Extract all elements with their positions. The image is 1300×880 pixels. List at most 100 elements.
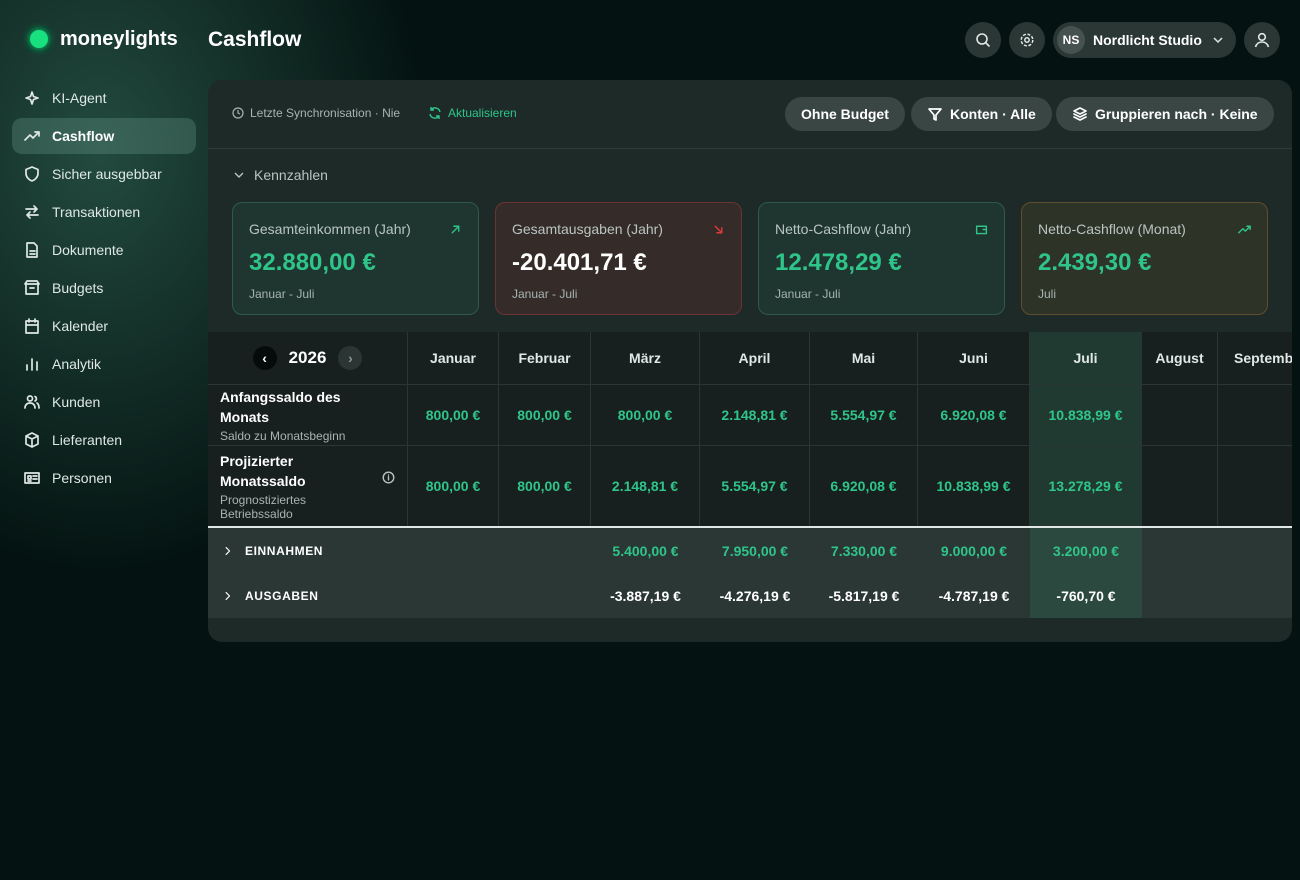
month-header: Januar <box>408 332 499 385</box>
table-cell: 800,00 € <box>408 385 499 446</box>
user-name: Nordlicht Studio <box>1093 32 1202 48</box>
row-title: Anfangssaldo des Monats <box>220 389 341 425</box>
nav-item[interactable]: Dokumente <box>12 232 196 268</box>
month-header: August <box>1142 332 1218 385</box>
button-label: Ohne Budget <box>801 106 889 122</box>
kpi-label: Netto-Cashflow (Monat) <box>1038 221 1186 237</box>
nav-item[interactable]: Sicher ausgebbar <box>12 156 196 192</box>
group-cell: -5.817,19 € <box>828 587 900 604</box>
group-cell: 7.950,00 € <box>721 542 789 559</box>
nav-item[interactable]: KI-Agent <box>12 80 196 116</box>
group-toggle[interactable]: AUSGABEN <box>222 573 318 618</box>
nav-item[interactable]: Transaktionen <box>12 194 196 230</box>
icon <box>24 131 40 141</box>
group-cell: 5.400,00 € <box>612 542 679 559</box>
nav-item[interactable]: Lieferanten <box>12 422 196 458</box>
month-header: April <box>700 332 810 385</box>
workspace-switcher[interactable]: NS Nordlicht Studio <box>1053 22 1236 58</box>
table-cell: 10.838,99 € <box>918 446 1030 527</box>
year: 2026 <box>288 348 327 367</box>
next-year[interactable]: › <box>338 346 363 370</box>
nav-item[interactable]: Kunden <box>12 384 196 420</box>
nav-item[interactable]: Analytik <box>12 346 196 382</box>
icon <box>714 225 723 234</box>
row-subtitle: Prognostiziertes Betriebssaldo <box>220 493 307 521</box>
groups-bg <box>208 527 1292 618</box>
kpi-value: 12.478,29 € <box>775 249 902 276</box>
kpi-card: Netto-Cashflow (Jahr) 12.478,29 € Januar -… <box>758 202 1005 315</box>
settings-button[interactable] <box>1009 22 1045 58</box>
toolbar-button[interactable]: Ohne Budget <box>785 97 905 131</box>
kpi-period: Januar - Juli <box>775 287 841 301</box>
table-cell: 6.920,08 € <box>918 385 1030 446</box>
nav-label: Lieferanten <box>52 432 123 448</box>
icon <box>451 225 460 234</box>
icon <box>225 591 231 600</box>
month-header: Februar <box>499 332 591 385</box>
table-cell <box>1142 446 1218 527</box>
table-cell: 10.838,99 € <box>1030 385 1142 446</box>
kpi-period: Januar - Juli <box>249 287 315 301</box>
month-header: März <box>591 332 700 385</box>
row-label: Anfangssaldo des Monats Saldo zu Monatsbe… <box>208 385 408 446</box>
icon <box>928 108 942 121</box>
table-cell: 5.554,97 € <box>700 446 810 527</box>
nav-item[interactable]: Budgets <box>12 270 196 306</box>
nav-label: Cashflow <box>52 128 115 144</box>
button-label: Konten · Alle <box>950 106 1036 122</box>
nav-label: Sicher ausgebbar <box>52 166 162 182</box>
nav-label: Kalender <box>52 318 109 334</box>
nav-label: Personen <box>52 470 112 486</box>
icon <box>1073 107 1087 121</box>
nav-label: Budgets <box>52 280 104 296</box>
nav-item[interactable]: Personen <box>12 460 196 496</box>
search-button[interactable] <box>965 22 1001 58</box>
icon <box>24 472 40 484</box>
group-toggle[interactable]: EINNAHMEN <box>222 528 323 573</box>
kpi-card: Gesamtausgaben (Jahr) -20.401,71 € Januar … <box>495 202 742 315</box>
nav-item[interactable]: Cashflow <box>12 118 196 154</box>
icon <box>25 91 39 105</box>
kpi-card: Netto-Cashflow (Monat) 2.439,30 € Juli <box>1021 202 1268 315</box>
toolbar-button[interactable]: Gruppieren nach · Keine <box>1056 97 1274 131</box>
kpi-period: Juli <box>1038 287 1057 301</box>
row-subtitle: Saldo zu Monatsbeginn <box>220 429 346 443</box>
nav-label: Dokumente <box>52 242 124 258</box>
group-cell: 9.000,00 € <box>940 542 1008 559</box>
table-cell <box>1218 446 1292 527</box>
group-label: AUSGABEN <box>245 588 319 603</box>
nav-label: Transaktionen <box>52 204 141 220</box>
kpi-section-toggle[interactable]: Kennzahlen <box>234 167 328 183</box>
cashflow-table: ‹ 2026 › Januar Februar März April Mai Juni Juli A… <box>208 332 1292 622</box>
table-cell: 13.278,29 € <box>1030 446 1142 527</box>
icon <box>24 395 40 409</box>
refresh-link[interactable]: Aktualisieren <box>428 106 517 120</box>
table-cell: 800,00 € <box>499 446 591 527</box>
kpi-card: Gesamteinkommen (Jahr) 32.880,00 € Januar … <box>232 202 479 315</box>
brand[interactable]: moneylights <box>26 26 178 52</box>
kpi-label: Gesamtausgaben (Jahr) <box>512 221 663 237</box>
year-nav: ‹ 2026 › <box>208 332 408 385</box>
profile-button[interactable] <box>1244 22 1280 58</box>
logo <box>26 26 52 52</box>
sidebar-nav: KI-Agent Cashflow Sicher ausgebbar Transakt… <box>12 80 196 498</box>
icon <box>25 318 39 334</box>
prev-year[interactable]: ‹ <box>252 346 277 370</box>
row-label: Projizierter Monatssaldo Prognostiziertes… <box>208 446 408 527</box>
icon <box>975 225 988 235</box>
kpi-value: -20.401,71 € <box>512 249 647 276</box>
divider <box>208 148 1292 149</box>
icon <box>25 205 39 219</box>
table-cell: 5.554,97 € <box>810 385 918 446</box>
brand-name: moneylights <box>60 27 178 50</box>
group-cell: -4.787,19 € <box>938 587 1010 604</box>
nav-item[interactable]: Kalender <box>12 308 196 344</box>
toolbar-button[interactable]: Konten · Alle <box>911 97 1052 131</box>
kpi-label: Gesamteinkommen (Jahr) <box>249 221 411 237</box>
table-cell: 2.148,81 € <box>591 446 700 527</box>
separator <box>208 526 1292 528</box>
table-cell <box>1218 385 1292 446</box>
button-label: Gruppieren nach · Keine <box>1095 106 1258 122</box>
refresh-text: Aktualisieren <box>448 106 517 120</box>
icon <box>25 432 39 448</box>
